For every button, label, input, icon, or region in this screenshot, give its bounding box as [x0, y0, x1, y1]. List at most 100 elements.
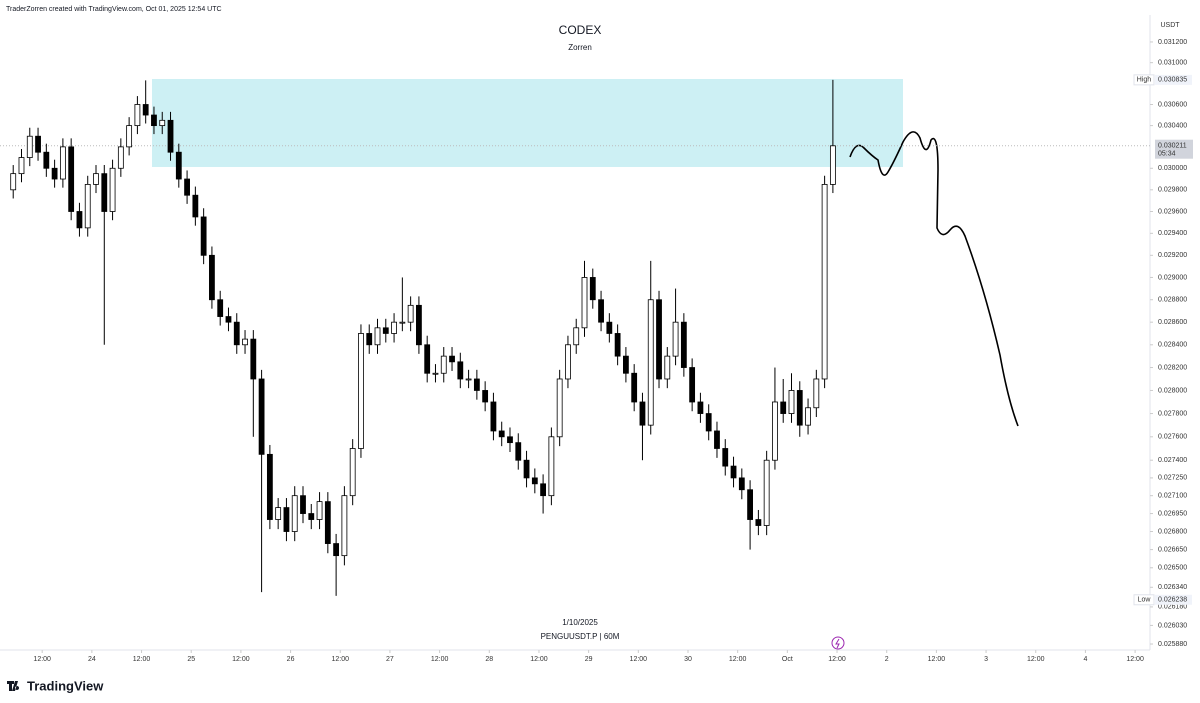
candle [482, 381, 489, 412]
symbol-label: PENGUUSDT.P | 60M [541, 632, 620, 641]
x-tick-label: Oct [782, 656, 793, 663]
candle-body [416, 304, 422, 346]
x-tick-label: 28 [485, 656, 493, 663]
x-tick-label: 12:00 [331, 656, 349, 663]
candle-body [639, 401, 646, 426]
y-tick-label: 0.026030 [1158, 622, 1187, 629]
candle [291, 486, 298, 542]
x-tick-label: 12:00 [828, 656, 846, 663]
candle [755, 509, 762, 536]
candle [117, 138, 124, 177]
event-icon[interactable] [831, 636, 845, 650]
candle-body [747, 489, 753, 520]
y-unit: USDT [1160, 22, 1180, 29]
y-tick-label: 0.030400 [1158, 122, 1187, 129]
candle [432, 364, 439, 383]
candle [217, 290, 224, 326]
candle [283, 498, 290, 542]
candle-body [225, 316, 232, 323]
candle-body [142, 104, 149, 116]
candle [449, 347, 455, 371]
y-tick-label: 0.027600 [1158, 434, 1187, 441]
candle-body [589, 277, 596, 301]
candle-body [788, 390, 795, 414]
candle-body [780, 401, 787, 414]
candle [647, 260, 654, 435]
candle [738, 468, 745, 500]
marker-value: 0.030835 [1158, 77, 1187, 84]
candle [59, 138, 66, 188]
marker-value-box [1155, 594, 1192, 605]
y-tick-label: 0.030000 [1158, 165, 1187, 172]
candle [341, 486, 348, 566]
candle [507, 427, 513, 453]
candle-body [35, 135, 41, 153]
candle-body [59, 146, 66, 180]
candle-body [424, 344, 431, 374]
candle-body [697, 401, 704, 414]
candle [697, 392, 704, 423]
candle-body [18, 157, 25, 175]
candle-body [722, 448, 729, 467]
candle [689, 358, 696, 412]
x-tick-label: 30 [684, 656, 692, 663]
candle [167, 111, 174, 161]
candle-body [407, 304, 414, 323]
candle-body [556, 378, 563, 438]
candle [589, 268, 596, 309]
candle [159, 111, 166, 135]
candle-body [167, 119, 174, 153]
candle-body [796, 390, 803, 426]
candle [407, 296, 414, 332]
candle-body [283, 507, 290, 532]
x-tick-label: 3 [984, 656, 988, 663]
candle [382, 318, 389, 343]
y-tick-label: 0.026800 [1158, 528, 1187, 535]
candle [266, 444, 273, 530]
candle-body [175, 151, 182, 180]
supply-zone [152, 79, 903, 167]
x-tick-label: 12:00 [133, 656, 151, 663]
candle-body [531, 477, 538, 485]
candle-body [507, 436, 513, 444]
candle [333, 533, 340, 596]
candle-body [738, 477, 745, 491]
y-tick-label: 0.025880 [1158, 641, 1187, 648]
y-tick-label: 0.029400 [1158, 230, 1187, 237]
candle-body [614, 333, 621, 357]
y-tick-label: 0.029600 [1158, 208, 1187, 215]
candle-body [391, 321, 397, 334]
candle [209, 246, 215, 309]
candle [664, 347, 671, 389]
y-tick-label: 0.028400 [1158, 342, 1187, 349]
candle [465, 369, 472, 389]
candle-body [465, 378, 472, 381]
candle [614, 324, 621, 366]
candle [134, 96, 141, 135]
candle-body [482, 390, 489, 403]
x-tick-label: 29 [585, 656, 593, 663]
candle-body [565, 344, 571, 380]
candle-body [217, 299, 224, 317]
marker-value: 0.026238 [1158, 597, 1187, 604]
candle [813, 369, 820, 418]
y-tick-label: 0.029200 [1158, 252, 1187, 259]
candle [374, 318, 381, 354]
candle-body [151, 114, 157, 127]
current-price-label: 0.030211 [1158, 143, 1187, 150]
candle [680, 313, 687, 377]
candle [705, 404, 712, 441]
y-tick-label: 0.031000 [1158, 60, 1187, 67]
marker-value-box [1155, 74, 1192, 85]
chart-title: CODEX [559, 23, 602, 37]
y-tick-label: 0.031200 [1158, 39, 1187, 46]
candle-body [349, 448, 356, 497]
y-tick-label: 0.028800 [1158, 297, 1187, 304]
candle [780, 378, 787, 423]
x-tick-label: 12:00 [232, 656, 250, 663]
y-tick-label: 0.027400 [1158, 457, 1187, 464]
x-tick-label: 12:00 [1027, 656, 1045, 663]
candle-body [233, 321, 240, 346]
candle-body [490, 401, 497, 432]
